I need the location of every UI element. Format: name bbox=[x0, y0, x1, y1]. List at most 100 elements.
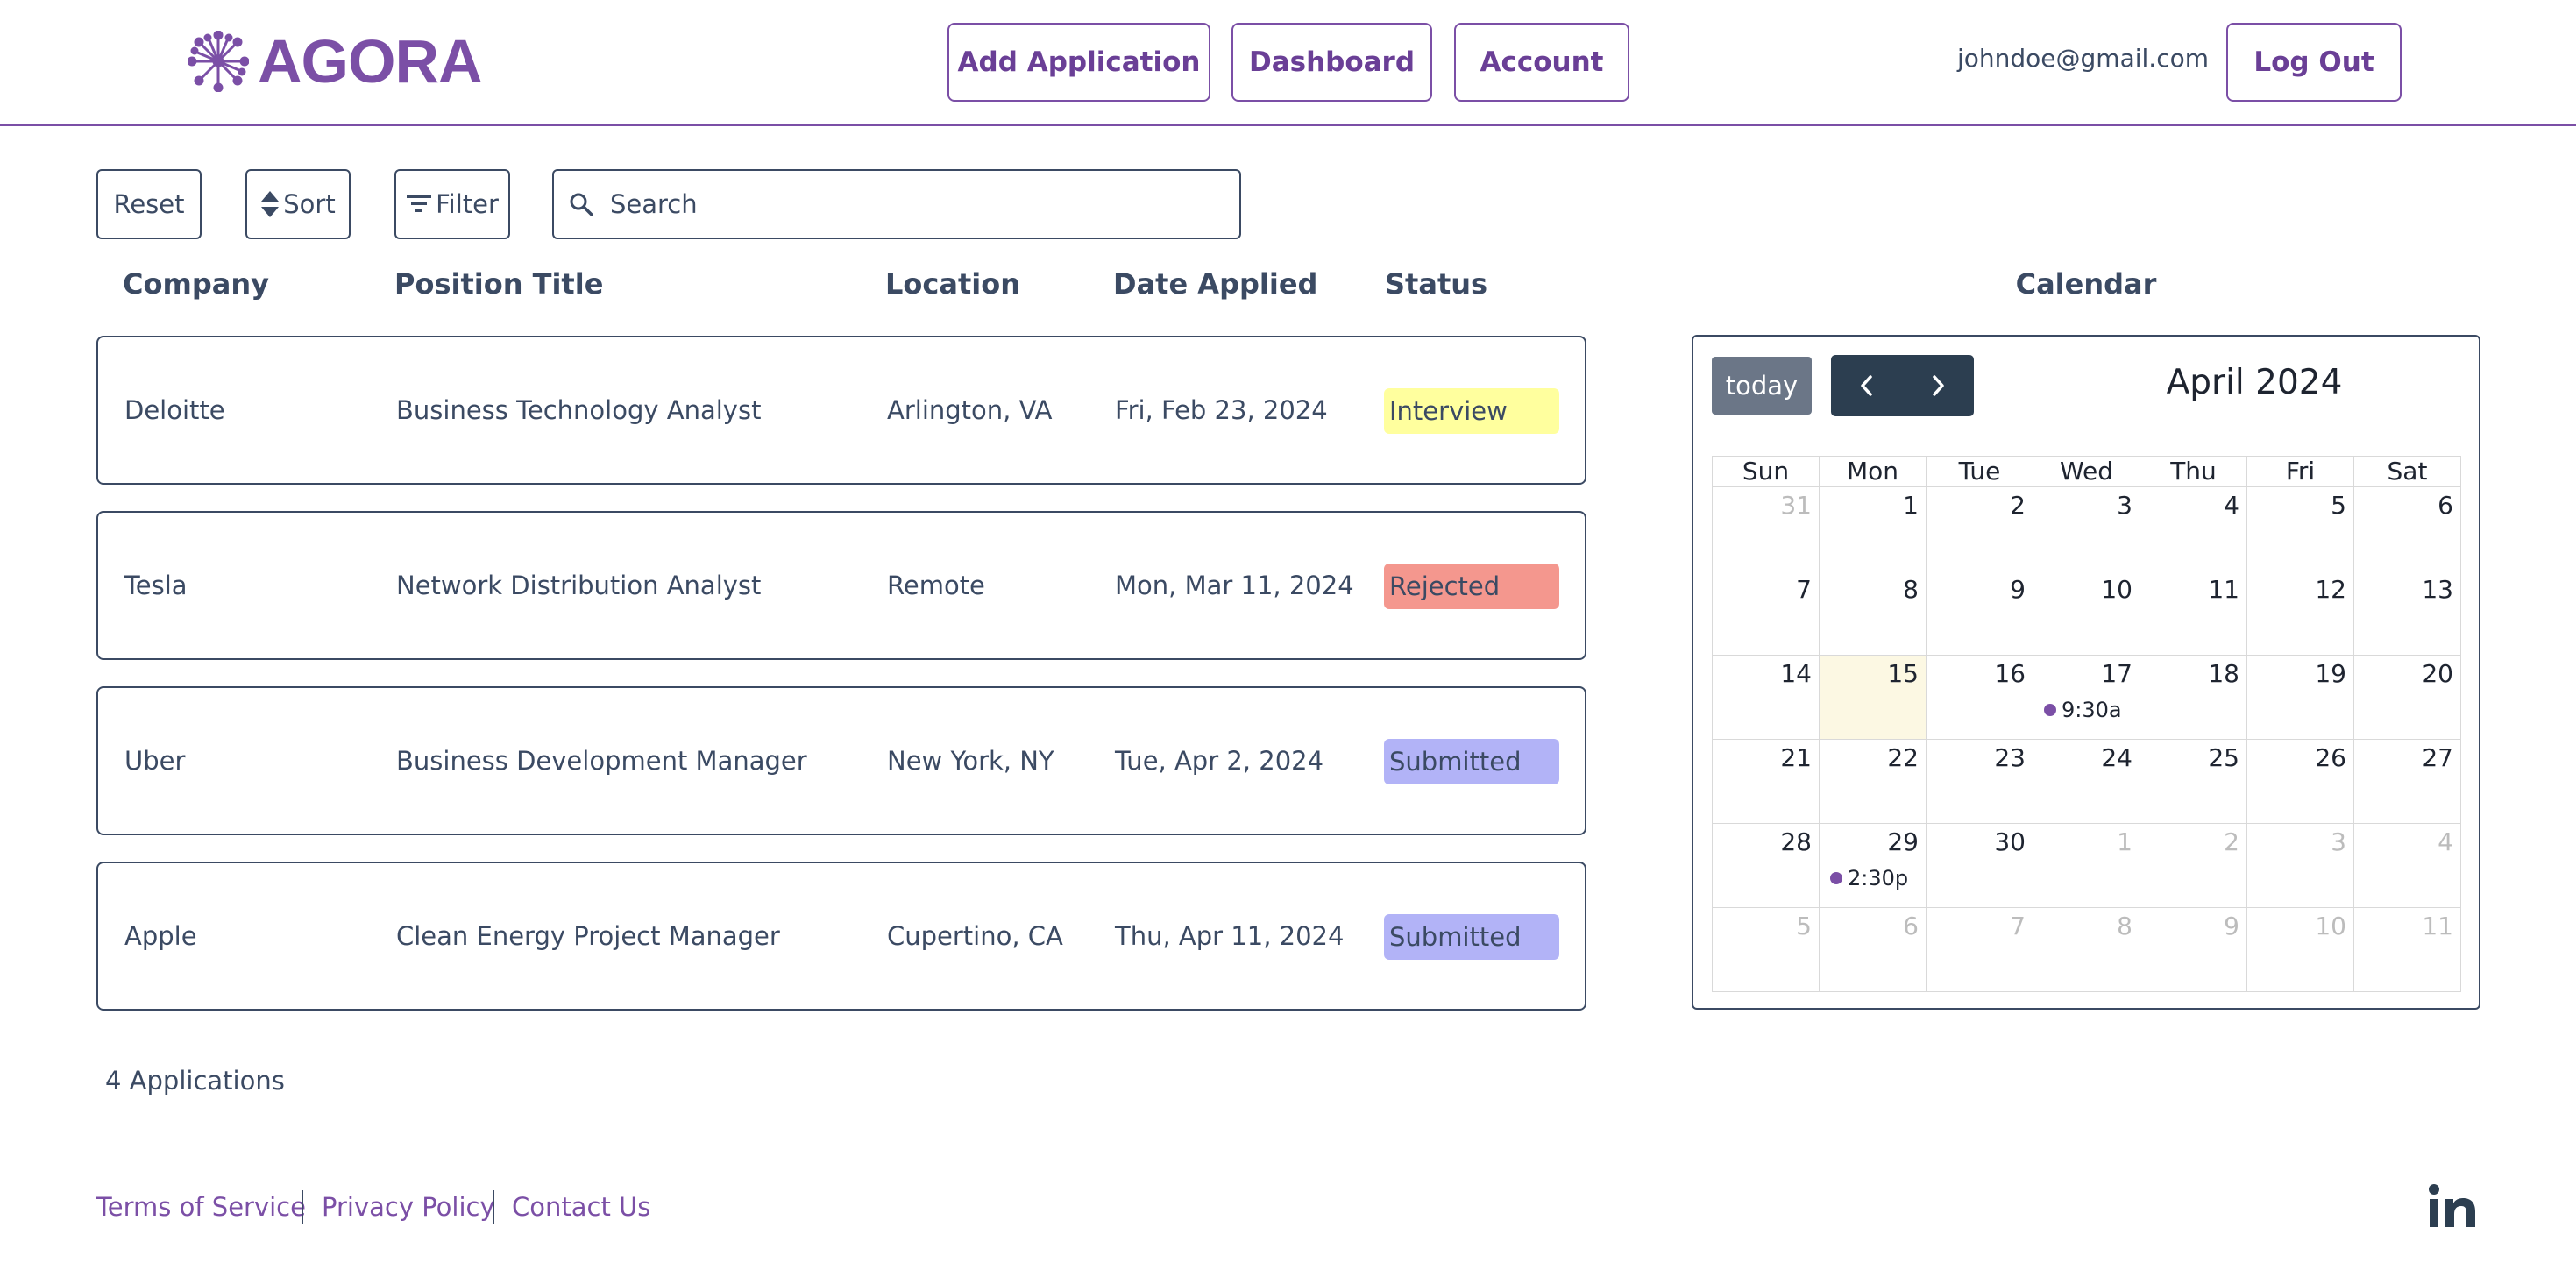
application-row[interactable]: Uber Business Development Manager New Yo… bbox=[96, 686, 1586, 835]
sort-label: Sort bbox=[283, 189, 336, 219]
today-button[interactable]: today bbox=[1712, 357, 1812, 415]
calendar-day[interactable]: 2 bbox=[2140, 824, 2247, 908]
calendar-day[interactable]: 6 bbox=[2354, 487, 2461, 571]
weekday-label: Sat bbox=[2387, 457, 2428, 486]
calendar-day[interactable]: 1 bbox=[1820, 487, 1927, 571]
calendar-day[interactable]: 8 bbox=[1820, 571, 1927, 656]
linkedin-icon[interactable] bbox=[2428, 1183, 2477, 1229]
calendar-day[interactable]: 16 bbox=[1927, 656, 2033, 740]
calendar-day[interactable]: 31 bbox=[1713, 487, 1820, 571]
calendar-day[interactable]: 18 bbox=[2140, 656, 2247, 740]
calendar-day[interactable]: 3 bbox=[2033, 487, 2140, 571]
weekday-label: Tue bbox=[1927, 457, 2033, 486]
day-number: 20 bbox=[2422, 659, 2453, 688]
calendar-day[interactable]: 11 bbox=[2140, 571, 2247, 656]
weekday-label: Thu bbox=[2140, 457, 2247, 486]
calendar-day[interactable]: 20 bbox=[2354, 656, 2461, 740]
calendar-day[interactable]: 19 bbox=[2247, 656, 2354, 740]
calendar-day[interactable]: 1 bbox=[2033, 824, 2140, 908]
calendar-day[interactable]: 7 bbox=[1713, 571, 1820, 656]
position-cell: Business Development Manager bbox=[396, 746, 807, 776]
agora-logo[interactable]: AGORA bbox=[188, 30, 483, 93]
calendar-week-row: 14 15 16 17 9:30a 18 19 20 bbox=[1712, 656, 2461, 740]
application-row[interactable]: Tesla Network Distribution Analyst Remot… bbox=[96, 511, 1586, 660]
company-cell: Uber bbox=[124, 746, 186, 776]
calendar-day[interactable]: 26 bbox=[2247, 740, 2354, 824]
logout-button[interactable]: Log Out bbox=[2226, 23, 2402, 102]
calendar-day[interactable]: 21 bbox=[1713, 740, 1820, 824]
user-email: johndoe@gmail.com bbox=[1957, 44, 2209, 73]
add-application-button[interactable]: Add Application bbox=[947, 23, 1210, 102]
day-number: 1 bbox=[2117, 827, 2132, 856]
day-number: 18 bbox=[2208, 659, 2239, 688]
calendar-day[interactable]: 14 bbox=[1713, 656, 1820, 740]
calendar-day[interactable]: 9 bbox=[2140, 908, 2247, 992]
calendar-day[interactable]: 10 bbox=[2033, 571, 2140, 656]
calendar-week-row: 31 1 2 3 4 5 6 bbox=[1712, 487, 2461, 571]
day-number: 12 bbox=[2315, 575, 2346, 604]
calendar-day[interactable]: 28 bbox=[1713, 824, 1820, 908]
day-number: 9 bbox=[2010, 575, 2026, 604]
calendar-day[interactable]: 5 bbox=[2247, 487, 2354, 571]
column-header-status: Status bbox=[1385, 267, 1488, 301]
calendar-day-today[interactable]: 15 bbox=[1820, 656, 1927, 740]
calendar-day[interactable]: 4 bbox=[2354, 824, 2461, 908]
position-cell: Network Distribution Analyst bbox=[396, 571, 762, 600]
day-number: 15 bbox=[1887, 659, 1919, 688]
company-cell: Apple bbox=[124, 921, 197, 951]
application-row[interactable]: Deloitte Business Technology Analyst Arl… bbox=[96, 336, 1586, 485]
dashboard-button[interactable]: Dashboard bbox=[1231, 23, 1432, 102]
calendar-day[interactable]: 13 bbox=[2354, 571, 2461, 656]
terms-link[interactable]: Terms of Service bbox=[96, 1192, 306, 1222]
reset-button[interactable]: Reset bbox=[96, 169, 202, 239]
account-button[interactable]: Account bbox=[1454, 23, 1629, 102]
event-dot-icon bbox=[1830, 872, 1842, 884]
day-number: 7 bbox=[2010, 912, 2026, 940]
search-input[interactable] bbox=[608, 188, 1222, 220]
calendar-event[interactable]: 9:30a bbox=[2044, 698, 2122, 722]
day-number: 28 bbox=[1780, 827, 1812, 856]
calendar-day[interactable]: 5 bbox=[1713, 908, 1820, 992]
reset-label: Reset bbox=[113, 189, 185, 219]
calendar-day[interactable]: 25 bbox=[2140, 740, 2247, 824]
day-number: 19 bbox=[2315, 659, 2346, 688]
location-cell: Cupertino, CA bbox=[887, 921, 1063, 951]
calendar-day[interactable]: 10 bbox=[2247, 908, 2354, 992]
calendar-day[interactable]: 8 bbox=[2033, 908, 2140, 992]
calendar-event[interactable]: 2:30p bbox=[1830, 866, 1908, 890]
weekday-label: Sun bbox=[1713, 457, 1820, 486]
calendar-day[interactable]: 12 bbox=[2247, 571, 2354, 656]
calendar-day[interactable]: 6 bbox=[1820, 908, 1927, 992]
calendar-day[interactable]: 22 bbox=[1820, 740, 1927, 824]
weekday-label: Mon bbox=[1820, 457, 1927, 486]
calendar-day[interactable]: 3 bbox=[2247, 824, 2354, 908]
calendar-day[interactable]: 27 bbox=[2354, 740, 2461, 824]
calendar-weeks: 31 1 2 3 4 5 6 7 8 9 10 11 12 13 14 15 16 17 9:30a 18 19 20 21… bbox=[1712, 487, 2461, 992]
company-cell: Tesla bbox=[124, 571, 188, 600]
sort-button[interactable]: Sort bbox=[245, 169, 351, 239]
privacy-link[interactable]: Privacy Policy bbox=[322, 1192, 495, 1222]
footer-divider bbox=[493, 1190, 494, 1224]
calendar-day[interactable]: 17 9:30a bbox=[2033, 656, 2140, 740]
calendar-day[interactable]: 23 bbox=[1927, 740, 2033, 824]
contact-link[interactable]: Contact Us bbox=[512, 1192, 651, 1222]
calendar-day[interactable]: 30 bbox=[1927, 824, 2033, 908]
day-number: 29 bbox=[1887, 827, 1919, 856]
day-number: 8 bbox=[2117, 912, 2132, 940]
day-number: 21 bbox=[1780, 743, 1812, 772]
calendar-day[interactable]: 9 bbox=[1927, 571, 2033, 656]
next-month-button[interactable] bbox=[1903, 355, 1975, 416]
filter-button[interactable]: Filter bbox=[394, 169, 510, 239]
application-row[interactable]: Apple Clean Energy Project Manager Cuper… bbox=[96, 862, 1586, 1011]
prev-month-button[interactable] bbox=[1831, 355, 1903, 416]
calendar-day[interactable]: 7 bbox=[1927, 908, 2033, 992]
calendar-day[interactable]: 2 bbox=[1927, 487, 2033, 571]
applications-count: 4 Applications bbox=[105, 1066, 285, 1096]
calendar-day[interactable]: 24 bbox=[2033, 740, 2140, 824]
calendar-day[interactable]: 11 bbox=[2354, 908, 2461, 992]
day-number: 7 bbox=[1796, 575, 1812, 604]
calendar-day[interactable]: 4 bbox=[2140, 487, 2247, 571]
column-header-location: Location bbox=[885, 267, 1020, 301]
calendar-day[interactable]: 29 2:30p bbox=[1820, 824, 1927, 908]
date-cell: Mon, Mar 11, 2024 bbox=[1115, 571, 1354, 600]
